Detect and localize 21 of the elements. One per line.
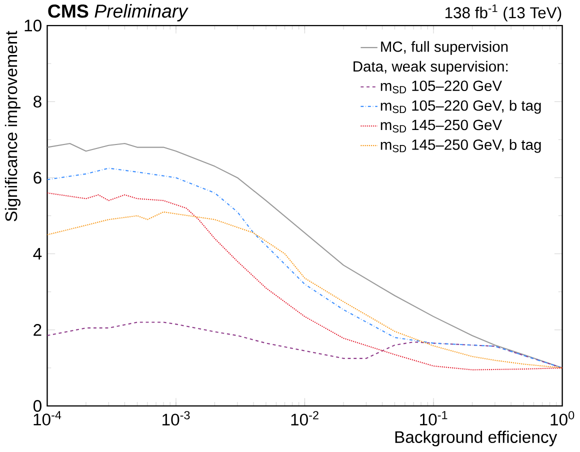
y-tick-label: 10	[24, 20, 42, 32]
legend-label: m$_{SD}$ 145–250 GeV, b tag	[380, 139, 541, 153]
y-tick-label: 4	[33, 248, 42, 260]
x-tick-label: 10$^{-3}$	[162, 410, 190, 426]
legend-label: m$_{SD}$ 105–220 GeV	[380, 80, 502, 94]
legend-label: m$_{SD}$ 145–250 GeV	[380, 120, 502, 132]
x-axis-title: Background efficiency	[395, 430, 558, 446]
y-tick-label: 6	[34, 172, 42, 184]
legend-label: MC, full supervision	[381, 40, 508, 55]
y-tick-label: 2	[34, 324, 42, 336]
y-axis-title: Significance improvement	[4, 30, 20, 222]
x-tick-label: 10$^{-1}$	[420, 410, 448, 426]
y-tick-label: 0	[33, 400, 42, 412]
x-tick-label: 10$^{0}$	[550, 410, 574, 426]
legend-title: Data, weak supervision:	[354, 60, 508, 75]
chart-title: CMS Preliminary	[48, 4, 188, 22]
legend-label: m$_{SD}$ 105–220 GeV, b tag	[380, 100, 541, 114]
y-tick-label: 8	[34, 96, 42, 108]
x-tick-label: 10$^{-4}$	[34, 410, 62, 426]
chart-subtitle: 138 fb$^{-1}$ (13 TeV)	[445, 4, 562, 22]
x-tick-label: 10$^{-2}$	[291, 410, 318, 426]
